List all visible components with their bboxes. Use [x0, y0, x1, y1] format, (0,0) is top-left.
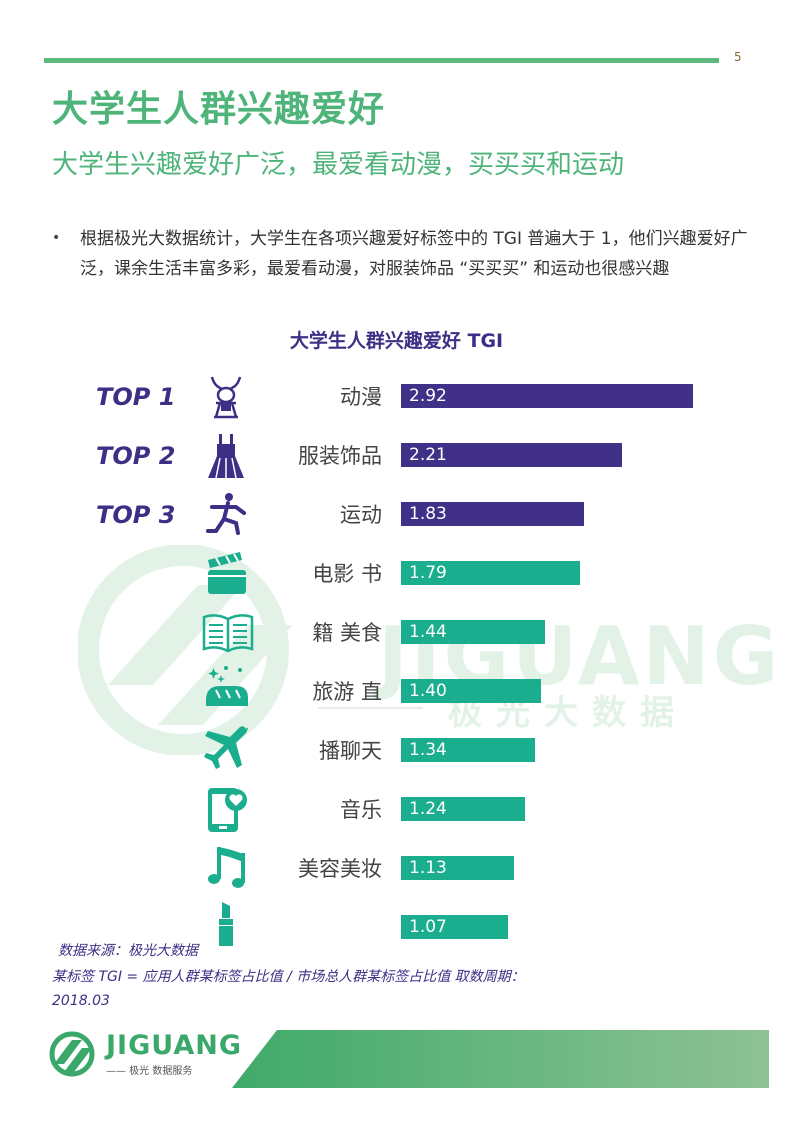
category-label: 服装饰品	[298, 444, 382, 468]
bar-value-label: 1.83	[409, 504, 447, 524]
bar-value-label: 1.40	[409, 681, 447, 701]
category-label: 电影 书	[312, 562, 382, 586]
bar: 1.07	[401, 915, 508, 939]
phone-chat-icon	[208, 788, 247, 832]
bullet-dot: •	[52, 230, 61, 246]
bar: 1.44	[401, 620, 545, 644]
anime-character-icon	[210, 376, 242, 419]
category-label: 美容美妆	[298, 857, 382, 881]
bar-value-label: 1.13	[409, 858, 447, 878]
bar: 2.92	[401, 384, 693, 408]
bar: 1.24	[401, 797, 525, 821]
chart-row: 1.07	[0, 902, 793, 948]
category-label: 旅游 直	[312, 680, 382, 704]
category-label: 音乐	[340, 798, 382, 822]
bullet-text: 根据极光大数据统计，大学生在各项兴趣爱好标签中的 TGI 普遍大于 1，他们兴趣…	[80, 229, 748, 279]
lipstick-icon	[219, 902, 233, 946]
bar-value-label: 1.07	[409, 917, 447, 937]
bar: 1.40	[401, 679, 541, 703]
chart-row: 旅游 直 1.40	[0, 666, 793, 712]
bar: 1.79	[401, 561, 580, 585]
chart-row: TOP 1 动漫 2.92	[0, 376, 793, 419]
clapperboard-icon	[208, 552, 246, 594]
footer-band	[232, 1030, 769, 1088]
rank-label: TOP 3	[96, 501, 176, 529]
open-book-icon	[202, 614, 254, 653]
dress-icon	[208, 434, 244, 479]
chart-row: TOP 3 运动 1.83	[0, 493, 793, 535]
bread-icon	[206, 666, 248, 706]
jiguang-logo-icon	[49, 1031, 95, 1077]
chart-row: 播聊天 1.34	[0, 726, 793, 771]
chart-row: 电影 书 1.79	[0, 552, 793, 594]
category-label: 籍 美食	[312, 621, 382, 645]
category-label: 播聊天	[319, 739, 382, 763]
bar: 2.21	[401, 443, 622, 467]
bar-value-label: 2.92	[409, 386, 447, 406]
bar-value-label: 2.21	[409, 445, 447, 465]
top-rule	[44, 58, 719, 63]
bar: 1.83	[401, 502, 584, 526]
running-person-icon	[206, 493, 246, 535]
bar-value-label: 1.24	[409, 799, 447, 819]
page-title: 大学生人群兴趣爱好	[52, 89, 386, 130]
source-line-3: 2018.03	[52, 993, 110, 1009]
chart-title: 大学生人群兴趣爱好 TGI	[289, 330, 504, 352]
source-line-1: 数据来源：极光大数据	[58, 943, 198, 959]
chart-row: 籍 美食 1.44	[0, 613, 793, 653]
page-subtitle: 大学生兴趣爱好广泛，最爱看动漫，买买买和运动	[52, 150, 625, 180]
footer-logo-sub: —— 极光 数据服务	[106, 1066, 193, 1077]
chart-row: TOP 2 服装饰品 2.21	[0, 434, 793, 479]
category-label: 运动	[340, 503, 382, 527]
source-line-2: 某标签 TGI = 应用人群某标签占比值 / 市场总人群某标签占比值 取数周期：	[52, 969, 525, 985]
page-number: 5	[734, 50, 742, 64]
rank-label: TOP 1	[96, 383, 176, 411]
bar-value-label: 1.34	[409, 740, 447, 760]
chart-row: 音乐 1.24	[0, 788, 793, 832]
bar-value-label: 1.79	[409, 563, 447, 583]
rank-label: TOP 2	[96, 442, 176, 470]
airplane-icon	[204, 726, 248, 769]
category-label: 动漫	[340, 385, 382, 409]
chart-row: 美容美妆 1.13	[0, 847, 793, 889]
music-note-icon	[208, 847, 245, 888]
bar-value-label: 1.44	[409, 622, 447, 642]
footer-logo-text: JIGUANG	[106, 1030, 243, 1061]
bar: 1.34	[401, 738, 535, 762]
bar: 1.13	[401, 856, 514, 880]
